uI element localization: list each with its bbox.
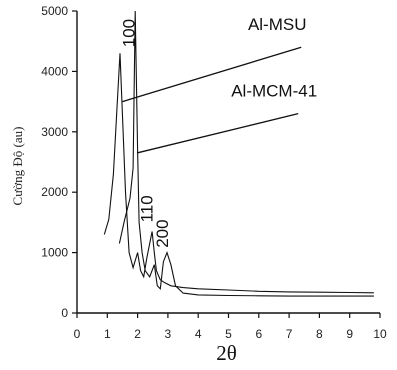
y-tick-label: 5000 xyxy=(41,4,68,18)
x-tick-label: 2 xyxy=(134,327,141,341)
x-tick-label: 10 xyxy=(373,327,387,341)
series-annotation-al-msu: Al-MSU xyxy=(248,15,307,34)
series-line-al-msu xyxy=(103,53,374,294)
x-tick-label: 9 xyxy=(346,327,353,341)
x-tick-label: 5 xyxy=(225,327,232,341)
y-tick-label: 3000 xyxy=(41,125,68,139)
leader-line-al-msu xyxy=(122,46,302,103)
peak-label-110: 110 xyxy=(138,195,157,222)
x-tick-label: 8 xyxy=(316,327,323,341)
x-tick-label: 0 xyxy=(74,327,81,341)
x-tick-label: 7 xyxy=(286,327,293,341)
y-tick-label: 4000 xyxy=(41,64,68,78)
axes xyxy=(76,11,380,314)
y-tick-label: 2000 xyxy=(41,185,68,199)
x-tick-label: 3 xyxy=(165,327,172,341)
series-annotation-al-mcm-41: Al-MCM-41 xyxy=(231,82,317,101)
annotation-leaders xyxy=(122,46,302,154)
y-tick-label: 0 xyxy=(61,306,68,320)
x-tick-label: 1 xyxy=(104,327,111,341)
x-tick-label: 6 xyxy=(255,327,262,341)
y-axis-title: Cường Độ (au) xyxy=(10,127,25,206)
peak-label-200: 200 xyxy=(153,219,172,247)
series-line-al-mcm-41 xyxy=(118,10,374,297)
x-axis-title: 2θ xyxy=(216,341,237,365)
series-group xyxy=(103,10,374,297)
y-tick-label: 1000 xyxy=(41,246,68,260)
leader-line-al-mcm-41 xyxy=(136,113,299,154)
x-tick-label: 4 xyxy=(195,327,202,341)
peak-label-100: 100 xyxy=(120,19,139,47)
